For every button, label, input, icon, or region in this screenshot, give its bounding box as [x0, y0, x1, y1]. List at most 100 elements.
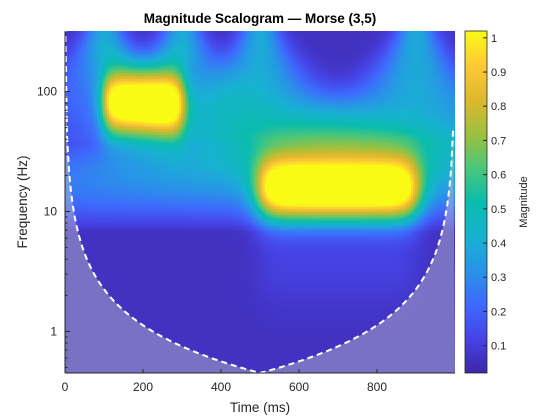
heatmap-cell — [449, 69, 452, 72]
heatmap-cell — [193, 53, 196, 56]
heatmap-cell — [133, 69, 136, 72]
heatmap-cell — [347, 57, 350, 60]
heatmap-cell — [187, 53, 190, 56]
heatmap-cell — [73, 47, 76, 50]
heatmap-cell — [337, 53, 340, 56]
heatmap-cell — [403, 77, 406, 80]
heatmap-cell — [183, 53, 186, 56]
heatmap-cell — [121, 49, 124, 52]
heatmap-cell — [311, 75, 314, 78]
heatmap-cell — [349, 31, 352, 34]
heatmap-cell — [341, 67, 344, 70]
heatmap-cell — [217, 79, 220, 82]
heatmap-cell — [303, 63, 306, 66]
heatmap-cell — [241, 51, 244, 54]
heatmap-cell — [271, 61, 274, 64]
heatmap-cell — [131, 69, 134, 72]
heatmap-cell — [275, 43, 278, 46]
heatmap-cell — [291, 53, 294, 56]
heatmap-cell — [261, 71, 264, 74]
heatmap-cell — [447, 71, 450, 74]
heatmap-cell — [397, 59, 400, 62]
heatmap-cell — [189, 59, 192, 62]
heatmap-cell — [365, 61, 368, 64]
heatmap-cell — [141, 31, 144, 34]
heatmap-cell — [443, 33, 446, 36]
heatmap-cell — [167, 33, 170, 36]
heatmap-cell — [421, 71, 424, 74]
heatmap-cell — [427, 37, 430, 40]
heatmap-cell — [207, 81, 210, 84]
heatmap-cell — [425, 31, 428, 34]
heatmap-cell — [177, 51, 180, 54]
heatmap-cell — [185, 45, 188, 48]
heatmap-cell — [153, 65, 156, 68]
heatmap-cell — [339, 47, 342, 50]
heatmap-cell — [453, 79, 455, 82]
heatmap-cell — [313, 45, 316, 48]
heatmap-cell — [399, 43, 402, 46]
heatmap-cell — [255, 45, 258, 48]
heatmap-cell — [203, 43, 206, 46]
heatmap-cell — [119, 41, 122, 44]
heatmap-cell — [305, 31, 308, 34]
heatmap-cell — [199, 81, 202, 84]
heatmap-cell — [313, 53, 316, 56]
heatmap-cell — [221, 31, 224, 34]
heatmap-cell — [397, 47, 400, 50]
heatmap-cell — [405, 65, 408, 68]
heatmap-cell — [147, 47, 150, 50]
heatmap-cell — [251, 45, 254, 48]
heatmap-cell — [437, 73, 440, 76]
heatmap-cell — [133, 79, 136, 82]
heatmap-cell — [209, 61, 212, 64]
heatmap-cell — [111, 67, 114, 70]
heatmap-cell — [443, 49, 446, 52]
heatmap-cell — [193, 67, 196, 70]
heatmap-cell — [243, 51, 246, 54]
heatmap-cell — [311, 59, 314, 62]
heatmap-cell — [225, 61, 228, 64]
heatmap-cell — [91, 31, 94, 34]
heatmap-cell — [117, 41, 120, 44]
heatmap-cell — [127, 77, 130, 80]
heatmap-cell — [381, 43, 384, 46]
heatmap-cell — [237, 35, 240, 38]
heatmap-cell — [441, 77, 444, 80]
heatmap-cell — [349, 59, 352, 62]
heatmap-cell — [237, 57, 240, 60]
heatmap-cell — [401, 31, 404, 34]
heatmap-cell — [151, 31, 154, 34]
heatmap-cell — [299, 79, 302, 82]
heatmap-cell — [149, 77, 152, 80]
heatmap-cell — [421, 59, 424, 62]
heatmap-cell — [271, 65, 274, 68]
heatmap-cell — [75, 39, 78, 42]
heatmap-cell — [431, 57, 434, 60]
heatmap-cell — [323, 47, 326, 50]
heatmap-cell — [81, 57, 84, 60]
heatmap-cell — [97, 79, 100, 82]
heatmap-cell — [265, 81, 268, 84]
heatmap-cell — [345, 59, 348, 62]
heatmap-cell — [199, 75, 202, 78]
heatmap-cell — [183, 57, 186, 60]
heatmap-cell — [325, 37, 328, 40]
heatmap-cell — [167, 45, 170, 48]
heatmap-cell — [153, 59, 156, 62]
heatmap-cell — [71, 61, 74, 64]
heatmap-cell — [153, 31, 156, 34]
heatmap-cell — [143, 77, 146, 80]
heatmap-cell — [101, 37, 104, 40]
heatmap-cell — [245, 35, 248, 38]
heatmap-cell — [319, 31, 322, 34]
heatmap-cell — [383, 31, 386, 34]
heatmap-cell — [299, 59, 302, 62]
heatmap-cell — [377, 67, 380, 70]
heatmap-cell — [85, 69, 88, 72]
heatmap-cell — [167, 79, 170, 82]
heatmap-cell — [229, 39, 232, 42]
heatmap-cell — [297, 61, 300, 64]
heatmap-cell — [127, 81, 130, 84]
heatmap-cell — [325, 41, 328, 44]
